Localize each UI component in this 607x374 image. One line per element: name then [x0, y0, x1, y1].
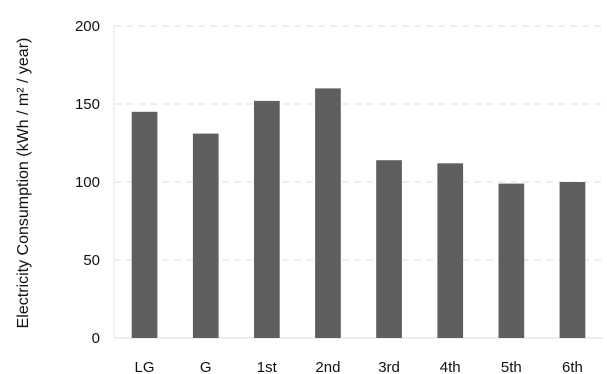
y-tick-labels: 0 50 100 150 200: [75, 18, 100, 347]
bar-G: [192, 133, 219, 338]
bar-3rd: [376, 160, 402, 338]
bar-4th: [437, 163, 464, 338]
y-tick-label: 200: [75, 18, 100, 35]
y-axis-title: Electricity Consumption (kWh / m² / year…: [15, 38, 32, 329]
bar-LG: [131, 111, 158, 338]
y-tick-label: 50: [83, 252, 100, 269]
y-tick-label: 150: [75, 96, 100, 113]
x-tick-label: 2nd: [315, 359, 340, 374]
x-tick-label: 5th: [501, 359, 522, 374]
gridlines: [114, 25, 603, 261]
bar-2nd: [315, 88, 341, 339]
x-tick-label: 6th: [562, 359, 583, 374]
x-tick-label: LG: [135, 359, 155, 374]
x-tick-label: G: [200, 359, 212, 374]
y-tick-label: 100: [75, 174, 100, 191]
x-tick-label: 1st: [257, 359, 278, 374]
bar-1st: [254, 100, 280, 339]
x-tick-label: 4th: [440, 359, 461, 374]
bars: [131, 88, 586, 339]
y-tick-label: 0: [92, 330, 100, 347]
x-tick-label: 3rd: [378, 359, 400, 374]
bar-6th: [559, 182, 586, 338]
bar-5th: [498, 183, 525, 338]
x-tick-labels: LG G 1st 2nd 3rd 4th 5th 6th: [135, 359, 583, 374]
